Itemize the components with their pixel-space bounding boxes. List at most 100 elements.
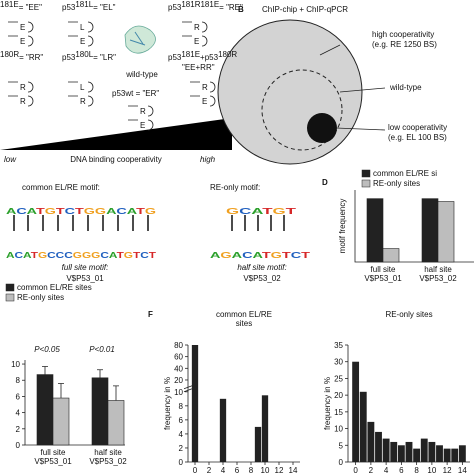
bar xyxy=(382,248,400,263)
high-label: high cooperativity xyxy=(372,30,434,39)
y-tick-label: 10 xyxy=(334,425,343,434)
x-tick-label: 6 xyxy=(235,466,240,474)
x-tick-label: 10 xyxy=(261,466,270,474)
label-sup: 181L xyxy=(75,0,93,9)
x-tick-label: 12 xyxy=(443,466,452,474)
y-axis-label: frequency in % xyxy=(323,377,332,430)
bar xyxy=(421,198,439,263)
y-tick-label: 10 xyxy=(11,360,20,369)
wild-type-label: wild-type xyxy=(125,70,158,79)
wildtype-circle xyxy=(261,69,343,151)
legend-swatch xyxy=(361,169,371,178)
y-tick-label: 20 xyxy=(174,376,183,385)
schematic-letter: R xyxy=(80,97,86,106)
y-tick-label: 0 xyxy=(16,441,21,450)
genotype-label: 180R = "RR" xyxy=(0,50,43,62)
schematic-letter: R xyxy=(140,107,146,116)
x-tick-label: 6 xyxy=(399,466,404,474)
low-circle xyxy=(307,113,337,143)
y-tick-label: 80 xyxy=(174,341,183,350)
y-tick-label: 4 xyxy=(179,430,184,439)
full-name: V$P53_01 xyxy=(66,274,104,283)
high-example: (e.g. RE 1250 BS) xyxy=(372,40,437,49)
genotype-label: 181E = "EE" xyxy=(0,0,42,12)
y-tick-label: 15 xyxy=(334,408,343,417)
schematic: LE xyxy=(68,21,94,47)
label-sup: 180R xyxy=(0,50,19,59)
legend-swatch xyxy=(5,293,15,302)
schematic-letter: L xyxy=(80,83,85,92)
full-caption: full site motif: xyxy=(62,263,109,272)
label-post: +p53 xyxy=(200,53,219,62)
schematic-letter: E xyxy=(80,37,85,46)
schematic-letter: R xyxy=(20,97,26,106)
bar xyxy=(390,441,398,462)
schematic: RE xyxy=(128,105,154,131)
y-tick-label: 4 xyxy=(16,409,21,418)
label-post: = "RR" xyxy=(19,53,43,62)
genotype-label: p53 180L = "LR" xyxy=(62,50,116,62)
y-tick-label: 20 xyxy=(334,391,343,400)
y-tick-label: 2 xyxy=(16,425,21,434)
label-sup: 181E xyxy=(181,50,200,59)
y-tick-label: 25 xyxy=(334,374,343,383)
low-example: (e.g. EL 100 BS) xyxy=(388,133,447,142)
bar xyxy=(428,441,436,462)
bar xyxy=(91,377,109,446)
schematic: EE xyxy=(8,21,34,47)
y-tick-label: 0 xyxy=(179,458,184,467)
bar xyxy=(405,441,413,462)
x-tick-label: 12 xyxy=(275,466,284,474)
bar xyxy=(443,448,451,462)
x-tick-label: 4 xyxy=(384,466,389,474)
schematic-letter: E xyxy=(202,97,207,106)
y-tick-label: 0 xyxy=(339,458,344,467)
y-tick-label: 35 xyxy=(334,341,343,350)
legend-swatch xyxy=(5,283,15,292)
label-sup: 181E xyxy=(0,0,19,9)
schematic-letter: E xyxy=(194,37,199,46)
y-tick-label: 6 xyxy=(179,416,184,425)
schematic-letter: E xyxy=(140,121,145,130)
schematic-shape xyxy=(68,81,94,107)
x-tick-label: full site V$P53_01 xyxy=(34,448,72,466)
bar xyxy=(382,438,390,462)
panel-letter: D xyxy=(322,178,328,187)
y-tick-label: 5 xyxy=(339,441,344,450)
bar xyxy=(397,445,405,462)
legend-label: common EL/RE sites xyxy=(17,283,92,292)
bar xyxy=(191,345,199,462)
bar xyxy=(261,395,269,462)
label-pre: p53 xyxy=(168,3,182,12)
legend-label: RE-only sites xyxy=(17,293,64,302)
x-tick-label: 2 xyxy=(207,466,212,474)
y-axis-label: motif frequency xyxy=(338,199,347,254)
bar xyxy=(36,374,54,446)
panel-letter: F xyxy=(148,310,153,319)
bar xyxy=(366,198,384,263)
y-tick-label: 8 xyxy=(16,376,21,385)
error-bar xyxy=(58,383,64,399)
label-pre: p53 xyxy=(168,53,182,62)
label-pre: p53 xyxy=(62,3,76,12)
y-tick-label: 8 xyxy=(179,402,184,411)
y-tick-label: 60 xyxy=(174,353,183,362)
bar xyxy=(219,398,227,462)
legend-label: common EL/RE si xyxy=(373,169,437,178)
low-label: low xyxy=(4,155,17,164)
chart-title: RE-only sites xyxy=(385,310,432,319)
x-tick-label: 0 xyxy=(353,466,358,474)
x-tick-label: 4 xyxy=(221,466,226,474)
error-bar xyxy=(113,385,119,401)
bar xyxy=(436,445,443,462)
label-sup: 181R181E xyxy=(181,0,219,9)
schematic: LR xyxy=(68,81,94,107)
half-caption: half site motif: xyxy=(237,263,286,272)
schematic-letter: E xyxy=(20,23,25,32)
bar xyxy=(367,421,375,462)
x-tick-label: 8 xyxy=(414,466,419,474)
bar xyxy=(254,426,262,462)
